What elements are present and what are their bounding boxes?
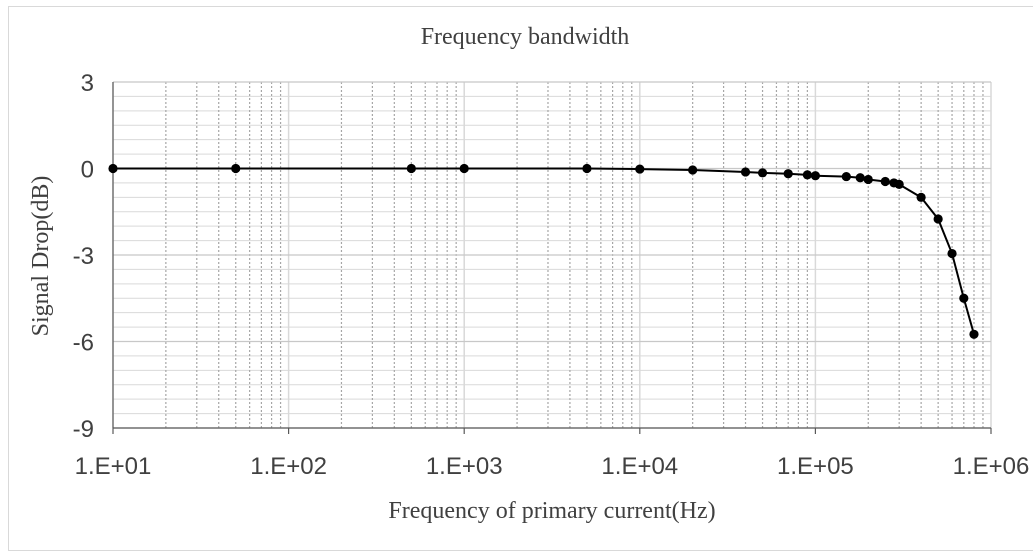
- data-point: [802, 170, 812, 180]
- data-point: [916, 192, 926, 202]
- data-point: [969, 329, 979, 339]
- x-axis-label: Frequency of primary current(Hz): [388, 498, 715, 524]
- y-tick-labels: 3 0 -3 -6 -9: [73, 70, 94, 443]
- axes: [112, 82, 992, 434]
- data-point: [783, 169, 793, 179]
- data-point: [863, 174, 873, 185]
- x-tick-label: 1.E+01: [75, 453, 152, 480]
- x-tick-label: 1.E+02: [250, 453, 327, 480]
- data-point: [688, 165, 698, 175]
- data-point: [740, 167, 751, 177]
- data-point: [231, 163, 241, 174]
- series-line: [113, 167, 975, 335]
- y-axis-label: Signal Drop(dB): [28, 176, 54, 337]
- series-layer: [108, 163, 979, 339]
- y-tick-label: 0: [81, 157, 94, 184]
- data-point: [757, 168, 768, 178]
- data-point: [635, 164, 645, 174]
- data-point: [880, 176, 890, 187]
- data-point: [959, 293, 969, 303]
- x-tick-label: 1.E+06: [953, 453, 1030, 480]
- data-point: [894, 179, 904, 189]
- data-point: [108, 163, 118, 174]
- data-point: [855, 173, 865, 183]
- x-tick-label: 1.E+04: [601, 453, 678, 480]
- major-gridlines: [112, 81, 992, 429]
- data-point: [582, 163, 592, 174]
- y-tick-label: 3: [81, 70, 94, 97]
- data-point: [459, 163, 469, 174]
- data-point: [810, 171, 821, 181]
- y-tick-label: -3: [73, 243, 94, 270]
- x-tick-label: 1.E+03: [426, 453, 503, 480]
- x-tick-label: 1.E+05: [777, 453, 854, 480]
- y-tick-label: -9: [73, 416, 94, 443]
- x-tick-labels: 1.E+01 1.E+02 1.E+03 1.E+04 1.E+05 1.E+06: [75, 453, 1030, 480]
- chart-title: Frequency bandwidth: [421, 24, 630, 50]
- y-tick-label: -6: [73, 330, 94, 357]
- data-point: [841, 171, 851, 182]
- data-point: [406, 163, 416, 174]
- data-point: [947, 248, 957, 259]
- data-point: [933, 214, 943, 224]
